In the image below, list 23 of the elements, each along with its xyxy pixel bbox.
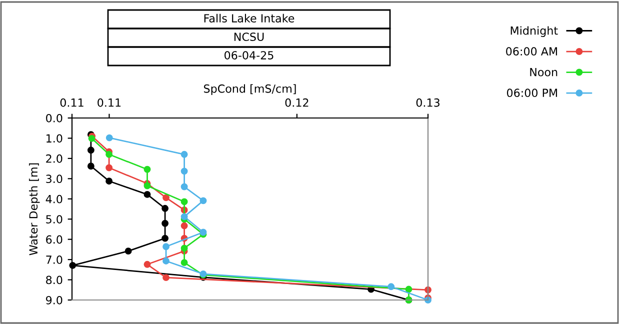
legend-label: 06:00 AM <box>506 47 557 56</box>
y-tick-label: 6.0 <box>46 235 62 244</box>
legend-label: 06:00 PM <box>506 88 557 98</box>
y-tick-label: 0.0 <box>46 114 62 122</box>
x-axis-title: SpCond [mS/cm] <box>204 84 296 95</box>
x-tick-label: 0.12 <box>285 98 308 107</box>
x-tick-label: 0.11 <box>98 98 121 107</box>
x-tick-label: 0.11 <box>60 98 84 107</box>
legend-label: Noon <box>530 68 558 76</box>
chart-subtitle: NCSU <box>234 32 264 41</box>
y-axis-title: Water Depth [m] <box>28 163 40 256</box>
y-tick-label: 8.0 <box>46 276 62 284</box>
legend-label: Midnight <box>510 26 558 37</box>
text: 06-04-25 <box>224 51 274 60</box>
y-tick-label: 3.0 <box>46 174 62 184</box>
y-tick-label: 9.0 <box>46 296 62 304</box>
y-tick-label: 5.0 <box>46 215 62 224</box>
y-tick-label: 1.0 <box>46 134 62 143</box>
y-tick-label: 4.0 <box>46 194 62 204</box>
y-tick-label: 2.0 <box>46 154 62 163</box>
x-tick-label: 0.13 <box>416 98 440 107</box>
y-tick-label: 7.0 <box>46 256 62 264</box>
chart-title: Falls Lake Intake <box>204 14 294 22</box>
